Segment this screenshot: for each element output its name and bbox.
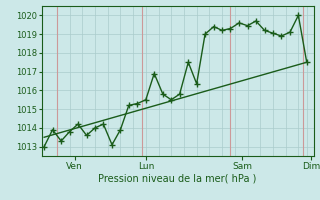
X-axis label: Pression niveau de la mer( hPa ): Pression niveau de la mer( hPa ) — [99, 173, 257, 183]
